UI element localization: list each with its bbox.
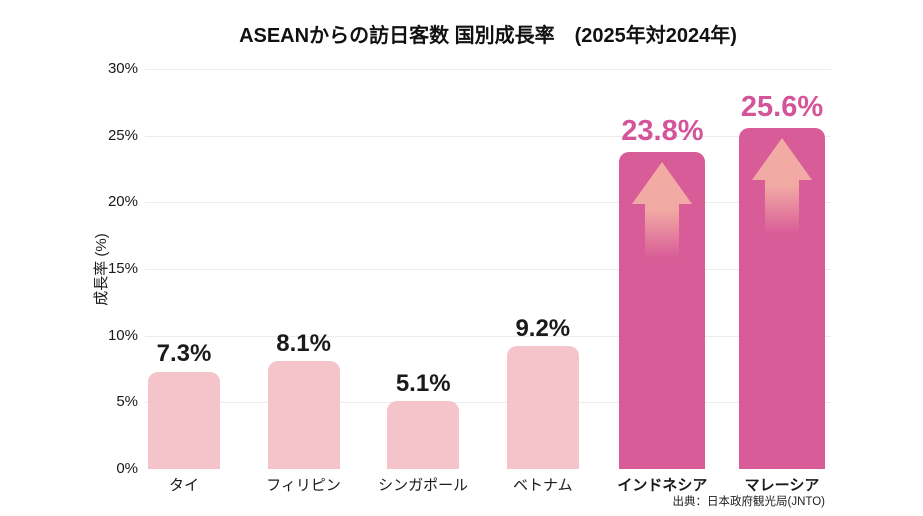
up-arrow-icon [632, 161, 693, 258]
x-axis-label: タイ [168, 477, 199, 494]
x-axis-label: フィリピン [266, 477, 341, 494]
value-label: 7.3% [156, 340, 212, 368]
y-tick-label: 0% [116, 460, 138, 477]
y-tick-label: 30% [107, 60, 138, 77]
bar-0 [148, 371, 220, 469]
up-arrow-icon [752, 137, 812, 234]
gridline [145, 402, 831, 404]
y-tick-label: 20% [107, 193, 138, 211]
bar-2 [387, 401, 460, 469]
y-tick-label: 25% [107, 126, 138, 144]
value-label: 5.1% [395, 369, 451, 397]
gridline [145, 202, 831, 204]
y-tick-label: 10% [107, 326, 138, 344]
x-axis-label: ベトナム [513, 477, 573, 494]
y-tick-label: 15% [107, 260, 138, 277]
x-axis-label: インドネシア [617, 477, 708, 494]
value-label: 8.1% [276, 329, 331, 357]
x-axis-label: シンガポール [378, 477, 469, 494]
chart-title: ASEANからの訪日客数 国別成長率 (2025年対2024年) [239, 25, 737, 47]
plot-area: 7.3% 8.1% 5.1% 9.2% 23.8% 25.6% [145, 69, 831, 469]
bar-3 [506, 346, 579, 469]
value-label: 25.6% [740, 90, 824, 123]
value-label: 9.2% [515, 314, 571, 342]
source-note: 出典：日本政府観光局(JNTO) [672, 496, 825, 508]
gridline [145, 135, 831, 137]
gridline [145, 335, 831, 337]
gridline [145, 69, 831, 70]
x-axis-label: マレーシア [744, 477, 820, 494]
bar-4 [619, 151, 706, 469]
value-label: 23.8% [621, 114, 704, 147]
bar-5 [739, 127, 825, 469]
bar-1 [267, 361, 340, 469]
gridline [145, 269, 831, 270]
y-tick-label: 5% [116, 393, 138, 411]
